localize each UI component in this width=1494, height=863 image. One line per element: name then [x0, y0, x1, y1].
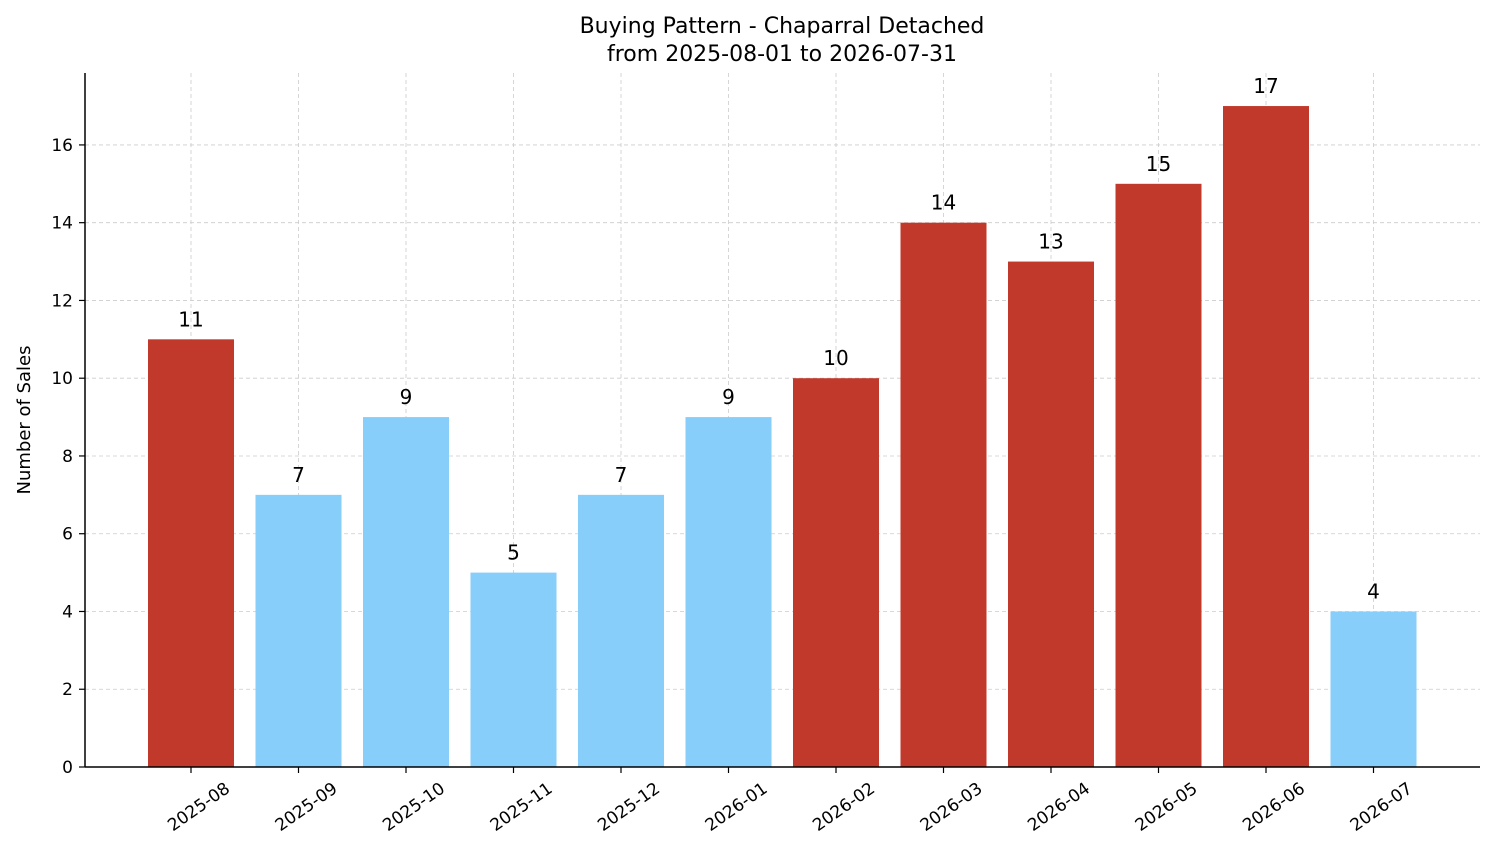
x-tick-label: 2025-10	[379, 779, 449, 836]
bar-2026-01	[685, 417, 772, 767]
x-tick-label: 2025-11	[487, 779, 557, 836]
x-tick-label: 2026-05	[1132, 779, 1202, 836]
bar-2026-06	[1223, 106, 1309, 768]
bar-value-label: 9	[722, 385, 735, 409]
bar-2026-07	[1330, 611, 1417, 767]
x-tick-label: 2026-07	[1347, 779, 1417, 836]
bar-value-label: 5	[507, 541, 520, 565]
bars	[148, 106, 1417, 768]
y-tick-label: 2	[62, 680, 73, 700]
x-tick-label: 2026-03	[917, 779, 987, 836]
bar-value-label: 4	[1367, 579, 1380, 603]
bar-2025-08	[148, 339, 234, 767]
x-tick-label: 2025-09	[272, 779, 342, 836]
bar-2025-11	[470, 572, 557, 767]
x-tick-label: 2025-12	[594, 779, 664, 836]
data-labels: 11 7 9 5 7 9 10 14 13 15 17 4	[178, 74, 1380, 603]
bar-2025-12	[578, 494, 664, 767]
y-tick-label: 6	[62, 525, 73, 545]
bar-value-label: 7	[615, 463, 628, 487]
x-tick-label: 2026-06	[1239, 779, 1309, 836]
bar-2026-04	[1008, 261, 1094, 767]
x-tick-label: 2026-01	[702, 779, 772, 836]
bar-value-label: 10	[823, 346, 848, 370]
bar-2026-02	[793, 378, 879, 767]
y-tick-label: 16	[51, 136, 73, 156]
y-tick-label: 8	[62, 447, 73, 467]
bar-2025-09	[255, 494, 342, 767]
bar-value-label: 11	[178, 307, 203, 331]
chart-title-line1: Buying Pattern - Chaparral Detached	[580, 14, 985, 39]
x-tick-label: 2026-02	[809, 779, 879, 836]
bar-2026-03	[900, 222, 987, 767]
y-tick-label: 14	[51, 214, 73, 234]
bar-value-label: 9	[400, 385, 413, 409]
bar-2025-10	[363, 417, 449, 767]
bar-value-label: 7	[292, 463, 305, 487]
bar-value-label: 14	[931, 191, 956, 215]
x-tick-label: 2026-04	[1024, 779, 1094, 836]
chart-title-line2: from 2025-08-01 to 2026-07-31	[607, 42, 957, 67]
x-tick-label: 2025-08	[164, 779, 234, 836]
y-tick-label: 0	[62, 758, 73, 778]
axes	[79, 73, 1480, 773]
bar-value-label: 15	[1146, 152, 1171, 176]
bar-value-label: 13	[1038, 230, 1063, 254]
bar-2026-05	[1115, 183, 1202, 768]
y-tick-label: 12	[51, 291, 73, 311]
y-axis-label: Number of Sales	[14, 345, 35, 494]
bar-value-label: 17	[1253, 74, 1278, 98]
y-tick-label: 10	[51, 369, 73, 389]
y-tick-label: 4	[62, 602, 73, 622]
